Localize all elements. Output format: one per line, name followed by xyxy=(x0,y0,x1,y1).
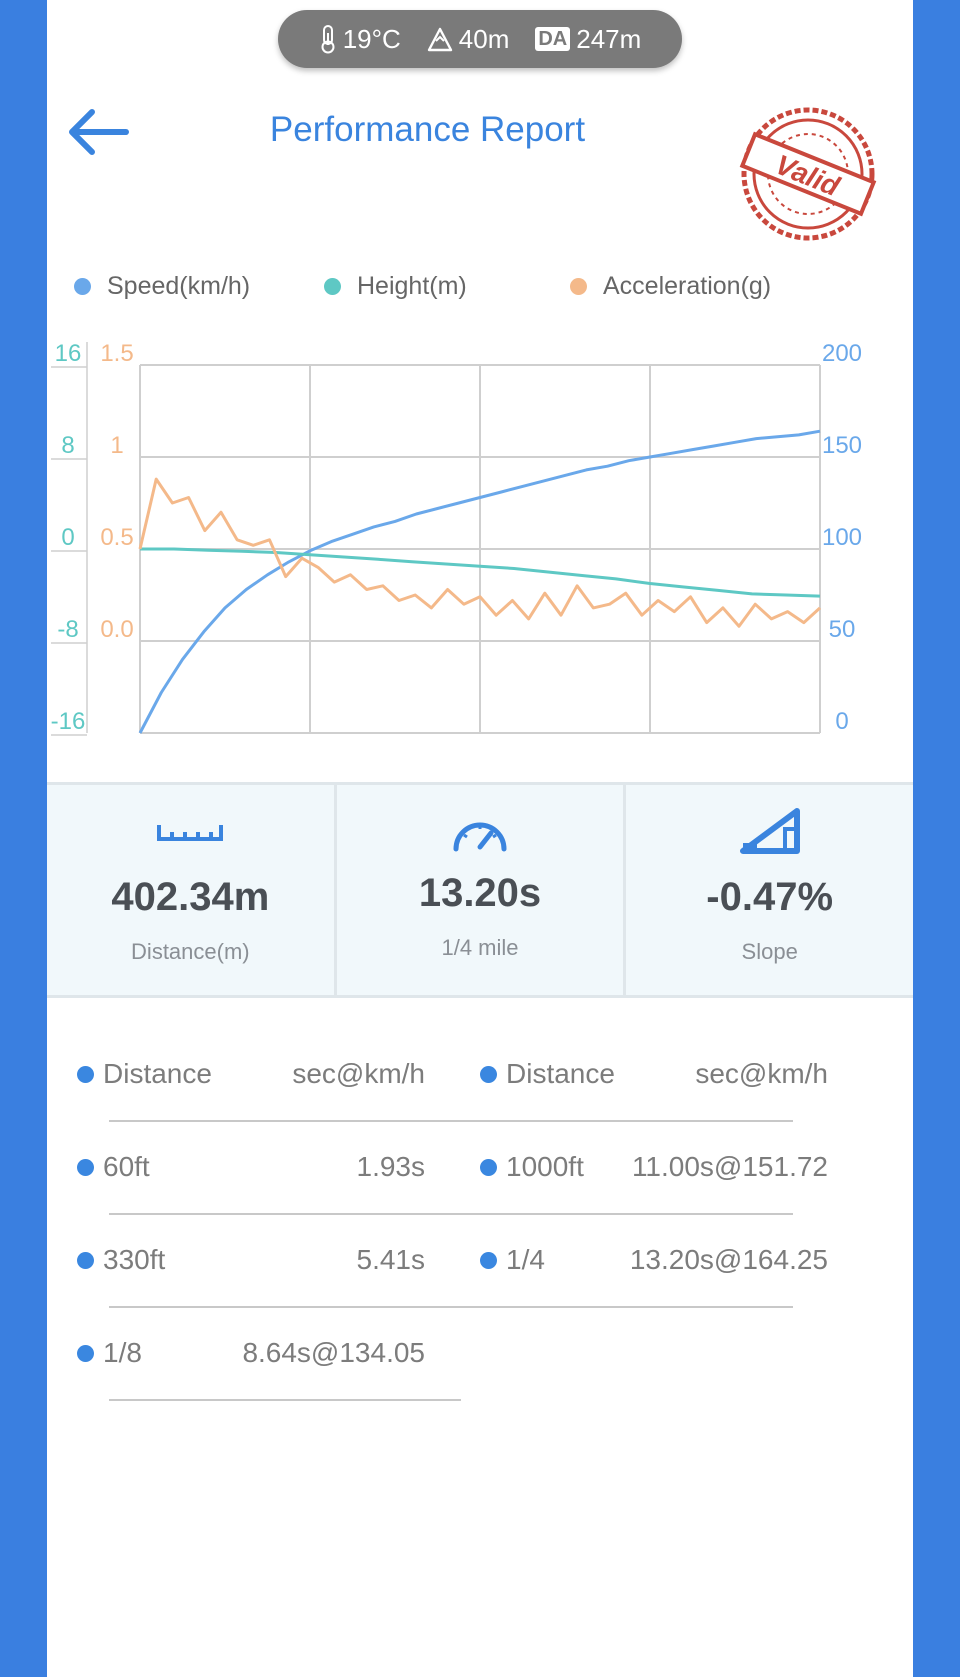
altitude-item: 40m xyxy=(427,23,510,55)
table-row: 1/8 8.64s@134.05 xyxy=(47,1299,913,1401)
ruler-icon xyxy=(157,825,224,841)
split-name: 330ft xyxy=(77,1244,165,1276)
split-name: 1/4 xyxy=(480,1244,545,1276)
split-name: 1000ft xyxy=(480,1151,584,1183)
height-tick-label: -8 xyxy=(57,616,78,643)
chart-legend: Speed(km/h) Height(m) Acceleration(g) xyxy=(72,272,892,308)
temperature-item: 19°C xyxy=(319,24,401,55)
bullet xyxy=(77,1344,94,1362)
speed-tick-label: 50 xyxy=(829,616,856,643)
stat-quarter-mile: 13.20s 1/4 mile xyxy=(333,785,624,995)
stat-distance: 402.34m Distance(m) xyxy=(47,785,334,995)
density-altitude-item: DA 247m xyxy=(535,24,641,55)
mountain-icon xyxy=(427,27,452,52)
back-button[interactable] xyxy=(68,106,130,158)
table-header-row: Distance sec@km/h Distance sec@km/h xyxy=(47,1020,913,1122)
altitude-value: 40m xyxy=(458,23,510,54)
split-name-text: 1000ft xyxy=(506,1151,584,1182)
row-divider xyxy=(109,1399,461,1401)
split-value: 1.93s xyxy=(356,1151,426,1182)
header-distance-right: Distance xyxy=(480,1058,615,1090)
environment-bar: 19°C 40m DA 247m xyxy=(278,10,682,68)
split-value: 5.41s xyxy=(356,1244,426,1275)
stat-quarter-mile-value: 13.20s xyxy=(418,871,542,915)
bullet xyxy=(77,1065,94,1083)
table-row: 330ft 5.41s 1/4 13.20s@164.25 xyxy=(47,1206,913,1308)
accel-tick-label: 1 xyxy=(110,432,123,459)
accel-tick-label: 0.0 xyxy=(100,616,133,643)
speed-tick-label: 150 xyxy=(822,432,862,459)
legend-height-swatch xyxy=(324,278,341,295)
legend-speed-swatch xyxy=(74,278,91,295)
bullet xyxy=(480,1065,497,1083)
stat-slope: -0.47% Slope xyxy=(623,785,913,995)
accel-tick-label: 1.5 xyxy=(100,340,133,367)
header-value-right: sec@km/h xyxy=(695,1058,828,1089)
split-value: 8.64s@134.05 xyxy=(242,1337,425,1368)
stats-panel: 402.34m Distance(m) 13.20s 1/4 mile -0.4… xyxy=(47,782,913,998)
header-value-left: sec@km/h xyxy=(292,1058,425,1089)
stat-slope-value: -0.47% xyxy=(706,875,834,919)
legend-acceleration: Acceleration(g) xyxy=(570,272,771,301)
speed-tick-label: 100 xyxy=(822,524,862,551)
thermometer-icon xyxy=(321,25,335,54)
split-name-text: 1/8 xyxy=(103,1337,142,1368)
split-value: 13.20s@164.25 xyxy=(629,1244,828,1275)
table-row: 60ft 1.93s 1000ft 11.00s@151.72 xyxy=(47,1113,913,1215)
legend-acceleration-swatch xyxy=(570,278,587,295)
density-altitude-value: 247m xyxy=(576,23,642,54)
stat-slope-label: Slope xyxy=(741,939,798,964)
row-divider xyxy=(109,1120,793,1122)
arrow-left-icon xyxy=(69,109,129,155)
speed-tick-label: 200 xyxy=(822,340,862,367)
height-tick-label: 0 xyxy=(61,524,74,551)
stat-quarter-mile-label: 1/4 mile xyxy=(441,935,519,960)
split-name: 60ft xyxy=(77,1151,150,1183)
legend-height: Height(m) xyxy=(324,272,467,301)
stat-distance-label: Distance(m) xyxy=(131,939,250,964)
speedometer-icon xyxy=(453,822,507,852)
bullet xyxy=(480,1251,497,1269)
split-name-text: 330ft xyxy=(103,1244,166,1275)
row-divider xyxy=(109,1213,793,1215)
height-tick-label: 16 xyxy=(55,340,82,367)
acceleration-series-line xyxy=(138,477,822,628)
stat-distance-value: 402.34m xyxy=(111,875,270,919)
legend-acceleration-label: Acceleration(g) xyxy=(603,272,772,300)
page-title: Performance Report xyxy=(269,110,586,149)
header-distance-left: Distance xyxy=(77,1058,212,1090)
temperature-value: 19°C xyxy=(342,23,401,54)
bullet xyxy=(480,1158,497,1176)
header-distance-label: Distance xyxy=(103,1058,212,1089)
height-series-line xyxy=(140,547,821,598)
height-tick-label: 8 xyxy=(61,432,74,459)
row-divider xyxy=(109,1306,793,1308)
height-tick-label: -16 xyxy=(51,708,86,735)
legend-speed: Speed(km/h) xyxy=(74,272,250,301)
da-badge: DA xyxy=(535,27,571,51)
slope-icon xyxy=(739,808,800,854)
split-name-text: 60ft xyxy=(103,1151,150,1182)
valid-stamp: Valid xyxy=(739,107,877,241)
performance-chart: 16 8 0 -8 -16 1.5 1 0.5 0.0 200 150 100 50 0 xyxy=(51,340,862,736)
header-distance-label: Distance xyxy=(506,1058,615,1089)
legend-height-label: Height(m) xyxy=(357,272,467,300)
speed-tick-label: 0 xyxy=(835,708,848,735)
split-name-text: 1/4 xyxy=(506,1244,545,1275)
split-name: 1/8 xyxy=(77,1337,142,1369)
speed-series-line xyxy=(138,429,821,734)
split-value: 11.00s@151.72 xyxy=(631,1151,828,1182)
legend-speed-label: Speed(km/h) xyxy=(107,272,251,300)
bullet xyxy=(77,1158,94,1176)
accel-tick-label: 0.5 xyxy=(100,524,133,551)
bullet xyxy=(77,1251,94,1269)
